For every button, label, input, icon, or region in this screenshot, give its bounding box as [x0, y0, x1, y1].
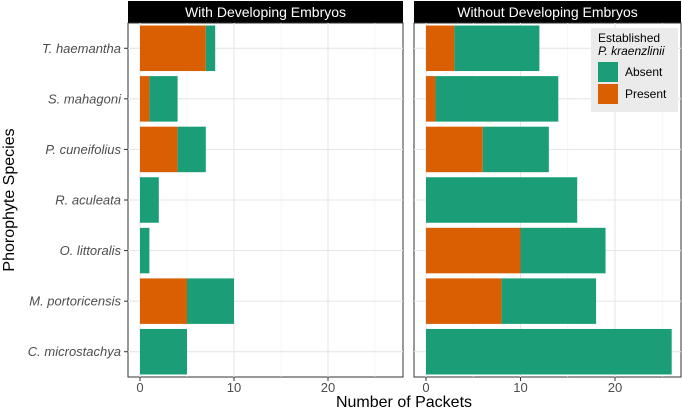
y-tick-label: M. portoricensis — [29, 294, 121, 309]
bar-absent — [177, 126, 206, 173]
legend-title-line2: P. kraenzlinii — [598, 44, 665, 58]
bar-present — [140, 25, 206, 72]
bar-absent — [205, 25, 216, 72]
y-tick-label: O. littoralis — [60, 243, 122, 258]
panel-with-embryos: With Developing Embryos 0 10 20 — [127, 1, 404, 395]
legend-label-absent: Absent — [625, 65, 663, 79]
bar-present — [140, 126, 178, 173]
x-ticks: 0 10 20 — [136, 377, 335, 395]
panel-without-embryos: Without Developing Embryos 0 10 20 — [413, 1, 682, 395]
bar-absent — [149, 76, 178, 122]
bar-absent — [187, 278, 234, 324]
bar-present — [426, 76, 436, 122]
y-tick-label: C. microstachya — [28, 344, 121, 359]
bar-absent — [482, 126, 549, 173]
x-tick-label: 10 — [227, 380, 241, 395]
bars — [140, 25, 234, 375]
y-tick-label: P. cuneifolius — [45, 142, 121, 157]
y-axis-title: Phorophyte Species — [1, 128, 18, 271]
bar-present — [426, 227, 521, 274]
bar-absent — [454, 25, 540, 72]
y-tick-label: T. haemantha — [42, 41, 121, 56]
y-axis-labels: T. haemantha S. mahagoni P. cuneifolius R. … — [28, 41, 128, 359]
panel-title: With Developing Embryos — [185, 4, 346, 20]
bar-absent — [426, 328, 672, 375]
bar-present — [426, 278, 502, 324]
bar-absent — [140, 328, 187, 375]
legend-label-present: Present — [625, 87, 667, 101]
y-tick-label: S. mahagoni — [48, 91, 122, 106]
panel-title: Without Developing Embryos — [457, 4, 638, 20]
legend: Established P. kraenzlinii Absent Presen… — [591, 28, 678, 112]
bar-absent — [520, 227, 606, 274]
bar-absent — [435, 76, 559, 122]
x-tick-label: 0 — [422, 380, 429, 395]
x-tick-label: 10 — [513, 380, 527, 395]
bar-absent — [140, 227, 150, 274]
bars — [426, 25, 672, 375]
x-tick-label: 20 — [321, 380, 335, 395]
bar-absent — [426, 177, 578, 223]
legend-title-line1: Established — [598, 31, 660, 45]
legend-key-absent — [598, 62, 618, 82]
bar-present — [140, 278, 187, 324]
y-tick-label: R. aculeata — [55, 193, 121, 208]
panel-strip — [128, 1, 403, 23]
bar-present — [140, 76, 150, 122]
x-tick-label: 20 — [608, 380, 622, 395]
bar-present — [426, 25, 455, 72]
x-axis-title: Number of Packets — [336, 394, 472, 411]
bar-absent — [501, 278, 597, 324]
x-ticks: 0 10 20 — [422, 377, 622, 395]
bar-absent — [140, 177, 159, 223]
bar-present — [426, 126, 483, 173]
legend-key-present — [598, 84, 618, 104]
x-tick-label: 0 — [136, 380, 143, 395]
panel-strip — [414, 1, 681, 23]
